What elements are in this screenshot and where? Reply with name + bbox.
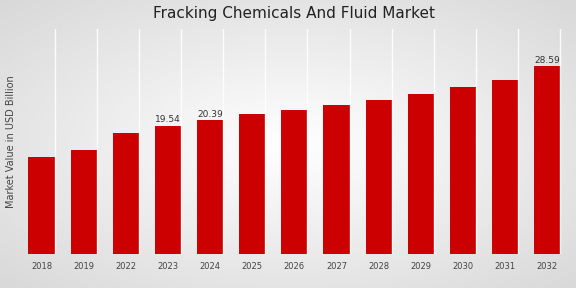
Bar: [366, 100, 392, 254]
Title: Fracking Chemicals And Fluid Market: Fracking Chemicals And Fluid Market: [153, 5, 435, 20]
Bar: [450, 87, 476, 254]
Bar: [492, 80, 518, 254]
Bar: [408, 94, 434, 254]
Text: 20.39: 20.39: [197, 109, 223, 119]
Bar: [281, 110, 308, 254]
Text: 28.59: 28.59: [535, 56, 560, 65]
Y-axis label: Market Value in USD Billion: Market Value in USD Billion: [6, 75, 16, 208]
Text: 19.54: 19.54: [155, 115, 181, 124]
Bar: [28, 157, 55, 254]
Bar: [534, 66, 560, 254]
Bar: [197, 120, 223, 254]
Bar: [324, 105, 350, 254]
Bar: [113, 133, 139, 254]
Bar: [239, 114, 266, 254]
Bar: [71, 150, 97, 254]
Bar: [155, 126, 181, 254]
